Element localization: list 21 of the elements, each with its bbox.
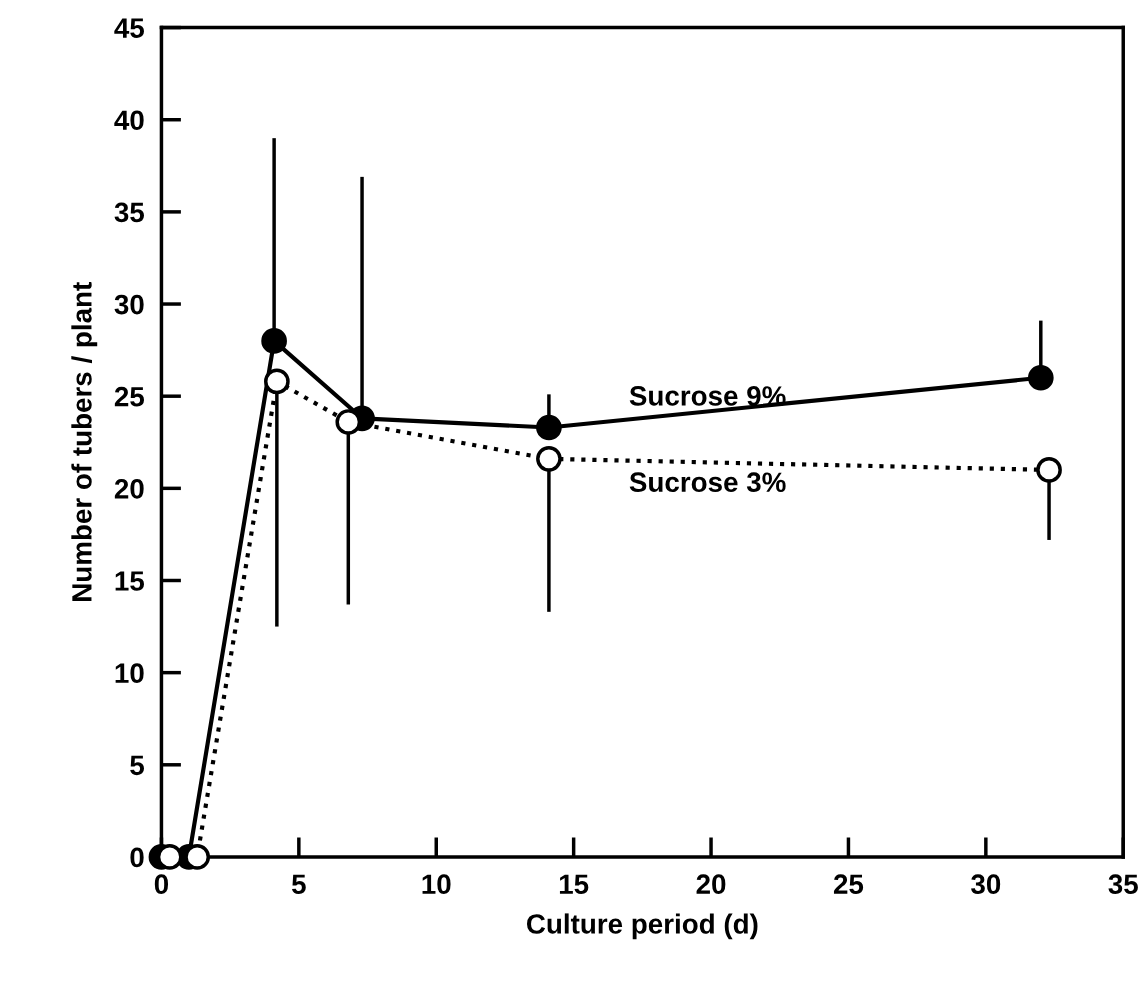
x-tick-label: 5: [291, 874, 306, 895]
annotation: Sucrose 3%: [629, 472, 786, 493]
y-tick-label: 45: [114, 18, 145, 38]
y-axis-title: Number of tubers / plant: [71, 282, 98, 601]
x-tick-label: 15: [559, 874, 589, 895]
x-tick-label: 35: [1108, 874, 1138, 895]
y-tick-label: 20: [114, 479, 144, 499]
y-tick-label: 15: [115, 571, 145, 591]
x-axis-title: Culture period (d): [526, 913, 758, 940]
y-tick-label: 10: [115, 663, 144, 683]
y-tick-label: 0: [130, 847, 144, 868]
y-tick-label: 5: [130, 755, 145, 776]
y-tick-label: 35: [114, 202, 145, 223]
y-tick-label: 40: [114, 110, 144, 131]
y-tick-label: 30: [114, 294, 144, 315]
x-tick-label: 25: [833, 874, 864, 895]
y-tick-label: 25: [114, 386, 145, 407]
x-tick-label: 30: [971, 874, 1001, 895]
x-tick-label: 0: [154, 874, 169, 895]
x-tick-label: 20: [696, 874, 726, 895]
x-tick-label: 10: [422, 874, 451, 895]
